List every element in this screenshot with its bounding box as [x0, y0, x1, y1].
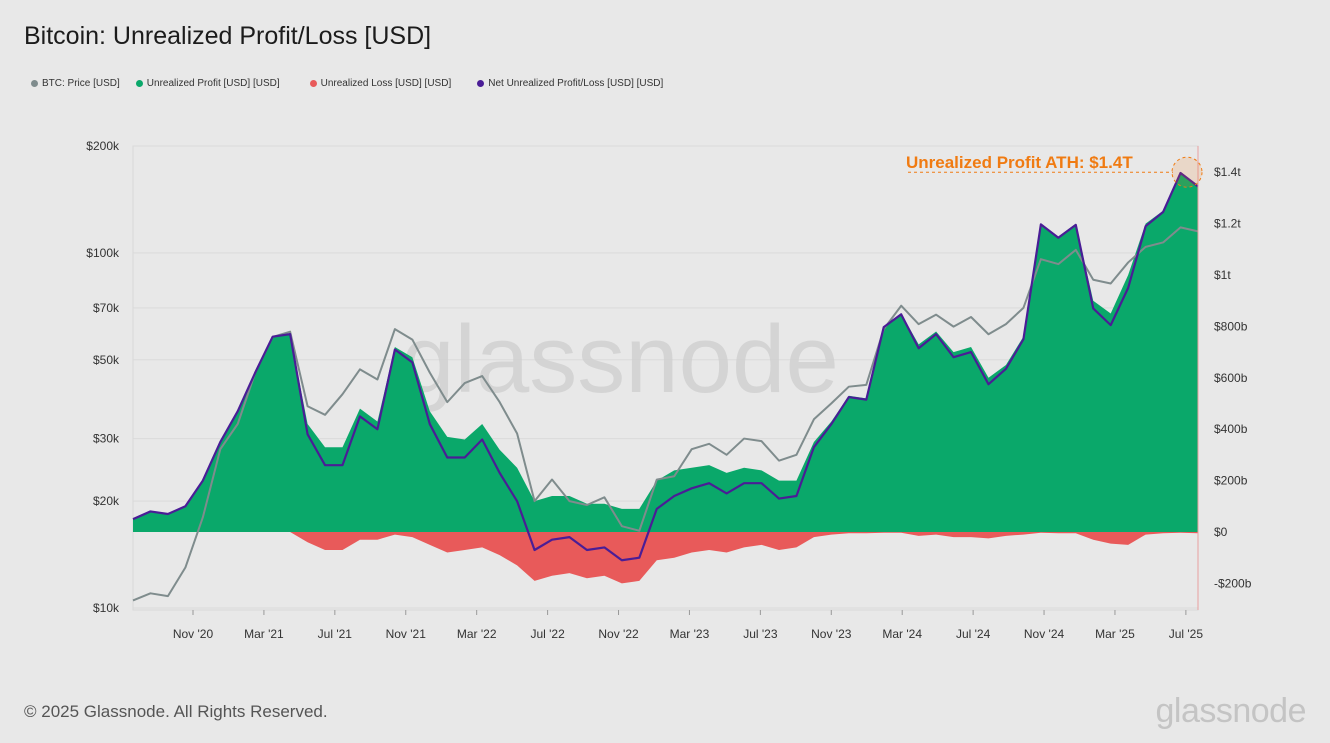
ath-circle-marker	[1171, 156, 1203, 188]
legend-item-net[interactable]: Net Unrealized Profit/Loss [USD] [USD]	[477, 78, 663, 89]
left-axis-tick: $100k	[86, 246, 120, 260]
copyright: © 2025 Glassnode. All Rights Reserved.	[24, 702, 328, 721]
left-axis-tick: $50k	[93, 353, 120, 367]
page-title: Bitcoin: Unrealized Profit/Loss [USD]	[24, 22, 432, 50]
x-axis-tick: Jul '23	[743, 627, 778, 641]
right-axis-tick: $0	[1214, 525, 1228, 539]
x-axis-tick: Jul '25	[1169, 627, 1204, 641]
right-axis-tick: $1.4t	[1214, 165, 1241, 179]
legend-label: BTC: Price [USD]	[42, 78, 120, 89]
x-axis-tick: Jul '22	[530, 627, 565, 641]
legend-dot	[309, 80, 317, 87]
x-axis-tick: Mar '22	[457, 627, 497, 641]
legend-label: Net Unrealized Profit/Loss [USD] [USD]	[488, 78, 664, 89]
legend: BTC: Price [USD] Unrealized Profit [USD]…	[31, 78, 663, 89]
brand-logo: glassnode	[1155, 692, 1306, 730]
right-axis-tick: $800b	[1214, 319, 1248, 333]
right-axis-tick: $400b	[1214, 422, 1248, 436]
x-axis-tick: Nov '22	[598, 627, 639, 641]
right-axis-tick: $1.2t	[1214, 217, 1241, 231]
x-axis-tick: Nov '21	[386, 627, 427, 641]
legend-dot	[31, 80, 38, 87]
left-axis-tick: $10k	[93, 601, 120, 615]
legend-item-loss[interactable]: Unrealized Loss [USD] [USD]	[309, 78, 452, 89]
x-axis-tick: Nov '23	[811, 627, 852, 641]
ath-annotation-label: Unrealized Profit ATH: $1.4T	[906, 153, 1133, 172]
right-axis-tick: $200b	[1214, 474, 1248, 488]
x-axis-tick: Jul '24	[956, 627, 991, 641]
x-axis-tick: Nov '20	[173, 627, 214, 641]
left-axis-tick: $20k	[93, 494, 120, 508]
left-axis-tick: $70k	[93, 301, 120, 315]
left-axis-tick: $30k	[93, 432, 120, 446]
x-axis-tick: Mar '21	[244, 627, 284, 641]
right-axis-tick: $1t	[1214, 268, 1231, 282]
right-axis-tick: -$200b	[1214, 576, 1252, 590]
x-axis-tick: Mar '23	[670, 627, 710, 641]
x-axis-tick: Nov '24	[1024, 627, 1065, 641]
legend-item-profit[interactable]: Unrealized Profit [USD] [USD]	[135, 78, 280, 89]
legend-dot	[477, 80, 485, 87]
legend-dot	[135, 80, 143, 87]
legend-label: Unrealized Loss [USD] [USD]	[320, 78, 452, 89]
x-axis-tick: Mar '25	[1095, 627, 1135, 641]
x-axis-tick: Mar '24	[882, 627, 922, 641]
right-axis-tick: $600b	[1214, 371, 1248, 385]
left-axis-tick: $200k	[86, 139, 120, 153]
unrealized-profit-area	[133, 172, 1198, 532]
net-unrealized-pl-line	[132, 171, 1199, 562]
x-axis-tick: Jul '21	[318, 627, 353, 641]
legend-label: Unrealized Profit [USD] [USD]	[146, 78, 280, 89]
legend-item-price[interactable]: BTC: Price [USD]	[31, 78, 120, 89]
unrealized-loss-area	[133, 532, 1198, 584]
watermark: glassnode	[401, 306, 839, 413]
btc-price-line	[132, 226, 1199, 602]
